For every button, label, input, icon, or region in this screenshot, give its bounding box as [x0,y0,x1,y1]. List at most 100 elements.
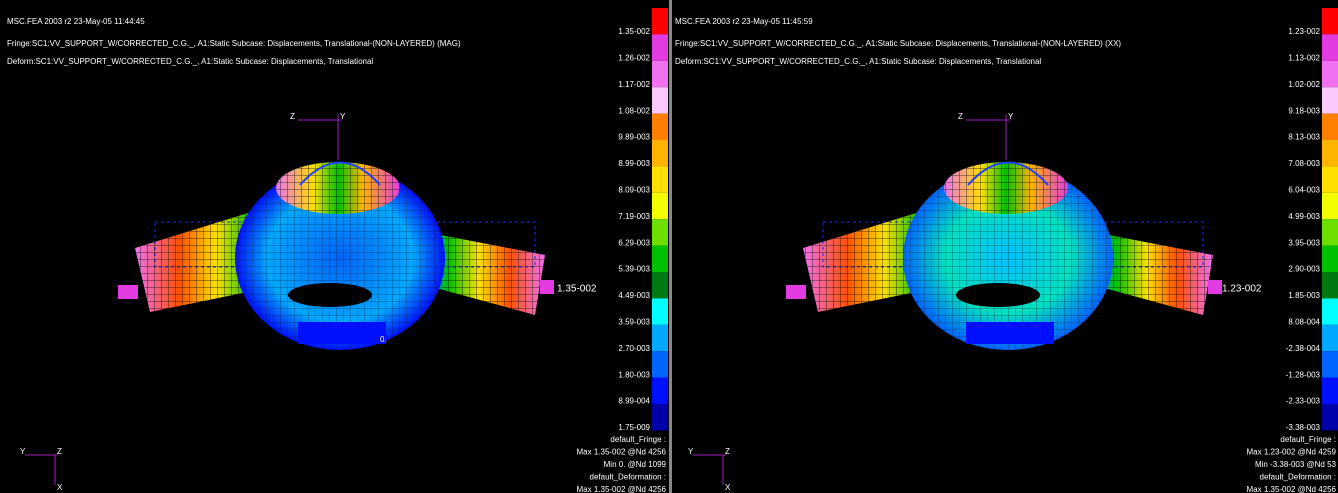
footer-line: default_Fringe : [610,435,666,444]
legend-label: 1.80-003 [618,370,650,379]
hub-right [1208,280,1222,294]
legend-swatch [652,404,668,430]
header-line: Fringe:SC1:VV_SUPPORT_W/CORRECTED_C.G._,… [675,39,1121,48]
legend-swatch [1322,61,1338,87]
legend-swatch [652,351,668,377]
page: MSC.FEA 2003 r2 23-May-05 11:44:45Fringe… [0,0,1338,493]
legend-label: -2.33-003 [1286,397,1321,406]
footer-line: Min -3.38-003 @Nd 53 [1255,460,1337,469]
view-triad-label: X [57,483,63,492]
legend-label: 8.99-004 [618,397,650,406]
legend-label: 1.85-003 [1288,291,1320,300]
view-triad-label: Z [57,447,62,456]
header-line: Fringe:SC1:VV_SUPPORT_W/CORRECTED_C.G._,… [7,39,461,48]
legend-label: 1.35-002 [618,27,650,36]
legend-label: 8.99-003 [618,159,650,168]
legend-label: 2.90-003 [1288,265,1320,274]
legend-label: 6.29-003 [618,238,650,247]
triad-label: Z [290,112,295,121]
legend-swatch [1322,404,1338,430]
legend-label: 4.49-003 [618,291,650,300]
legend-swatch [1322,34,1338,60]
legend-swatch [1322,246,1338,272]
legend-swatch [652,114,668,140]
footer-line: Max 1.35-002 @Nd 4256 [576,448,666,457]
footer-line: Max 1.35-002 @Nd 4256 [576,485,666,493]
legend-swatch [1322,298,1338,324]
legend-label: 1.23-002 [1288,27,1320,36]
legend-label: 8.08-004 [1288,318,1320,327]
legend-swatch [1322,219,1338,245]
legend-swatch [1322,272,1338,298]
hub-right [540,280,554,294]
legend-label: -2.38-004 [1286,344,1321,353]
legend-swatch [652,193,668,219]
legend-swatch [652,298,668,324]
legend-swatch [652,219,668,245]
legend-swatch [1322,193,1338,219]
legend-swatch [1322,114,1338,140]
legend-label: -3.38-003 [1286,423,1321,432]
screenshot: MSC.FEA 2003 r2 23-May-05 11:44:45Fringe… [0,0,1338,493]
legend-swatch [652,34,668,60]
legend-swatch [652,166,668,192]
legend-swatch [652,272,668,298]
legend-label: 1.13-002 [1288,54,1320,63]
footer-line: Min 0. @Nd 1099 [604,460,667,469]
view-triad-label: Y [20,447,26,456]
footer-line: default_Fringe : [1280,435,1336,444]
divider [669,0,672,493]
legend-label: 9.89-003 [618,133,650,142]
legend-label: 7.08-003 [1288,159,1320,168]
legend-label: 8.13-003 [1288,133,1320,142]
footer-line: default_Deformation : [590,473,667,482]
legend-label: 2.70-003 [618,344,650,353]
hub-left [786,285,806,299]
legend-label: 7.19-003 [618,212,650,221]
base [966,322,1054,344]
legend-swatch [652,140,668,166]
legend-label: 1.75-009 [618,423,650,432]
footer-line: Max 1.23-002 @Nd 4259 [1246,448,1336,457]
cutout [288,283,372,307]
legend-swatch [1322,325,1338,351]
legend-label: 1.26-002 [618,54,650,63]
legend-label: 1.08-002 [618,106,650,115]
min-label: 0. [380,335,387,344]
view-triad-label: Y [688,447,694,456]
legend-label: 1.17-002 [618,80,650,89]
view-triad-label: Z [725,447,730,456]
legend-swatch [652,8,668,34]
header-line: Deform:SC1:VV_SUPPORT_W/CORRECTED_C.G._,… [7,57,373,66]
view-triad-label: X [725,483,731,492]
legend-label: 4.99-003 [1288,212,1320,221]
legend-label: 3.59-003 [618,318,650,327]
legend-swatch [1322,351,1338,377]
max-label: 1.23-002 [1222,284,1262,295]
footer-line: default_Deformation : [1260,473,1337,482]
legend-swatch [652,246,668,272]
triad-label: Y [1008,112,1014,121]
header-line: Deform:SC1:VV_SUPPORT_W/CORRECTED_C.G._,… [675,57,1041,66]
footer-line: Max 1.35-002 @Nd 4256 [1246,485,1336,493]
triad-label: Z [958,112,963,121]
legend-swatch [1322,8,1338,34]
legend-label: -1.28-003 [1286,370,1321,379]
base [298,322,386,344]
top-mesh [276,162,400,214]
legend-swatch [652,87,668,113]
legend-label: 9.18-003 [1288,106,1320,115]
header-line: MSC.FEA 2003 r2 23-May-05 11:45:59 [675,17,813,26]
legend-swatch [1322,140,1338,166]
legend-label: 6.04-003 [1288,186,1320,195]
cutout [956,283,1040,307]
top-mesh [944,162,1068,214]
legend-label: 8.09-003 [618,186,650,195]
legend-swatch [1322,166,1338,192]
legend-swatch [652,325,668,351]
legend-swatch [652,378,668,404]
triad-label: Y [340,112,346,121]
legend-swatch [1322,87,1338,113]
max-label: 1.35-002 [557,284,597,295]
legend-label: 3.95-003 [1288,238,1320,247]
